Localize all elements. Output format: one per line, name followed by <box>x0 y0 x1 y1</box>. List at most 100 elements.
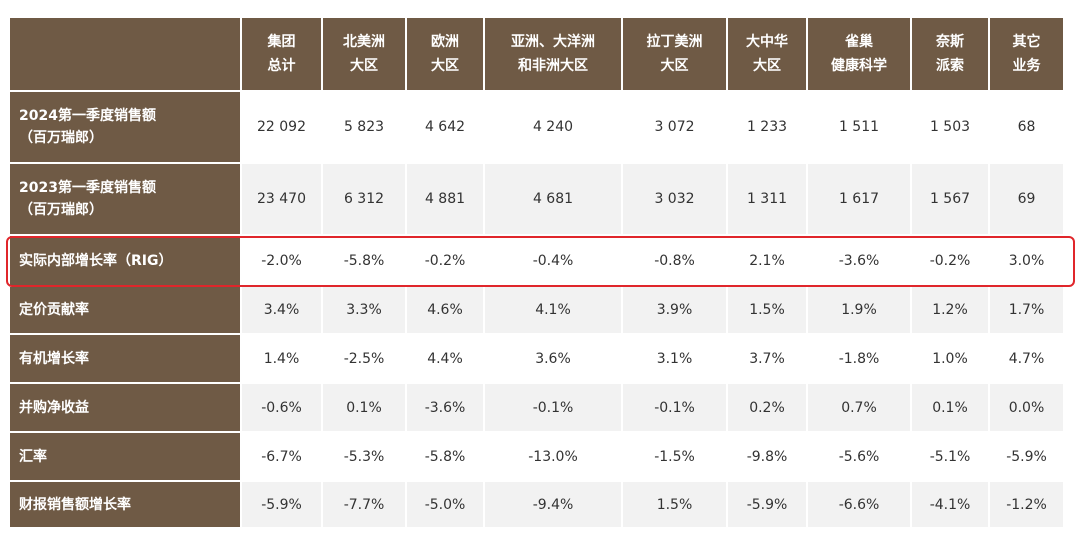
header-cell: 欧洲 大区 <box>407 18 483 90</box>
cell-text: -0.2% <box>424 252 466 269</box>
cell-text: 3.7% <box>749 350 785 367</box>
data-cell: -5.9% <box>728 482 806 527</box>
cell-text: 3 032 <box>654 191 695 207</box>
data-cell: 1 567 <box>912 164 988 234</box>
cell-text: -1.5% <box>654 448 695 465</box>
data-cell: 4.7% <box>990 335 1063 382</box>
cell-text: -3.6% <box>424 399 466 416</box>
cell-text: -6.7% <box>261 448 302 465</box>
header-text: 雀巢 <box>845 34 873 50</box>
cell-text: 69 <box>1017 191 1036 207</box>
data-cell: -1.2% <box>990 482 1063 527</box>
header-cell: 大中华 大区 <box>728 18 806 90</box>
cell-text: 6 312 <box>343 191 385 207</box>
row-label-text: （百万瑞郎） <box>19 130 103 146</box>
data-cell: -7.7% <box>323 482 405 527</box>
cell-text: 3.4% <box>263 302 300 318</box>
data-cell: 3.0% <box>990 236 1063 285</box>
cell-text: -6.6% <box>838 496 880 513</box>
data-cell: 4.6% <box>407 287 483 333</box>
data-cell: -6.7% <box>242 433 321 480</box>
row-label: 2024第一季度销售额 （百万瑞郎） <box>10 92 240 162</box>
cell-text: -0.8% <box>654 252 695 269</box>
data-cell: 68 <box>990 92 1063 162</box>
cell-text: -1.8% <box>838 350 880 367</box>
data-cell: 4.1% <box>485 287 621 333</box>
cell-text: -4.1% <box>929 496 971 513</box>
data-cell: -5.3% <box>323 433 405 480</box>
cell-text: 0.7% <box>841 399 877 416</box>
data-cell: -5.9% <box>990 433 1063 480</box>
cell-text: 68 <box>1017 119 1036 135</box>
cell-text: -2.5% <box>343 350 385 367</box>
cell-text: 3.6% <box>535 350 571 367</box>
header-cell: 雀巢 健康科学 <box>808 18 910 90</box>
data-cell: -5.8% <box>407 433 483 480</box>
row-label: 实际内部增长率（RIG） <box>10 236 240 285</box>
data-cell: 3.6% <box>485 335 621 382</box>
data-cell: 1.7% <box>990 287 1063 333</box>
cell-text: 3.9% <box>656 302 693 318</box>
data-cell: 4 681 <box>485 164 621 234</box>
data-cell: -1.5% <box>623 433 726 480</box>
header-text: 总计 <box>267 58 296 74</box>
cell-text: 1.5% <box>656 496 693 513</box>
data-cell: 1 503 <box>912 92 988 162</box>
cell-text: 4 642 <box>424 119 466 135</box>
cell-text: 1 567 <box>929 191 971 207</box>
data-cell: 5 823 <box>323 92 405 162</box>
cell-text: -5.8% <box>343 252 385 269</box>
data-cell: -0.1% <box>623 384 726 431</box>
cell-text: -9.4% <box>532 496 574 513</box>
row-label: 有机增长率 <box>10 335 240 382</box>
row-label-text: （百万瑞郎） <box>19 202 103 218</box>
header-cell: 奈斯 派索 <box>912 18 988 90</box>
data-cell: 3 072 <box>623 92 726 162</box>
header-text: 大区 <box>753 58 781 74</box>
data-cell: 3.9% <box>623 287 726 333</box>
cell-text: 1 503 <box>929 119 971 135</box>
header-text: 奈斯 <box>936 34 964 50</box>
row-label-text: 汇率 <box>19 448 47 465</box>
cell-text: 1 511 <box>838 119 880 135</box>
data-cell: 69 <box>990 164 1063 234</box>
cell-text: -0.1% <box>654 399 695 416</box>
row-label: 汇率 <box>10 433 240 480</box>
cell-text: -5.0% <box>424 496 466 513</box>
data-cell: -0.8% <box>623 236 726 285</box>
cell-text: -5.9% <box>1006 448 1047 465</box>
data-cell: 1 311 <box>728 164 806 234</box>
data-cell: 22 092 <box>242 92 321 162</box>
data-cell: -0.2% <box>912 236 988 285</box>
cell-text: 4 681 <box>532 191 574 207</box>
data-cell: 4 240 <box>485 92 621 162</box>
header-text: 大中华 <box>746 34 788 50</box>
row-label: 财报销售额增长率 <box>10 482 240 527</box>
header-text: 欧洲 <box>431 34 459 50</box>
data-cell: 4 881 <box>407 164 483 234</box>
row-label: 定价贡献率 <box>10 287 240 333</box>
row-label-text: 2023第一季度销售额 <box>19 180 156 196</box>
data-cell: -3.6% <box>808 236 910 285</box>
cell-text: -5.3% <box>343 448 385 465</box>
cell-text: -7.7% <box>343 496 385 513</box>
cell-text: 1.5% <box>749 302 785 318</box>
cell-text: 1 233 <box>746 119 788 135</box>
data-cell: 1.4% <box>242 335 321 382</box>
header-text: 拉丁美洲 <box>646 34 703 50</box>
cell-text: -1.2% <box>1006 496 1047 513</box>
header-text: 北美洲 <box>343 34 385 50</box>
cell-text: 3.0% <box>1008 252 1045 269</box>
header-cell: 亚洲、大洋洲 和非洲大区 <box>485 18 621 90</box>
data-cell: -9.8% <box>728 433 806 480</box>
header-text: 和非洲大区 <box>518 58 588 74</box>
data-cell: -3.6% <box>407 384 483 431</box>
cell-text: -2.0% <box>261 252 302 269</box>
cell-text: -0.6% <box>261 399 302 416</box>
cell-text: 1 311 <box>746 191 788 207</box>
data-cell: -2.5% <box>323 335 405 382</box>
header-text: 集团 <box>267 34 296 50</box>
data-cell: 0.2% <box>728 384 806 431</box>
cell-text: -5.1% <box>929 448 971 465</box>
